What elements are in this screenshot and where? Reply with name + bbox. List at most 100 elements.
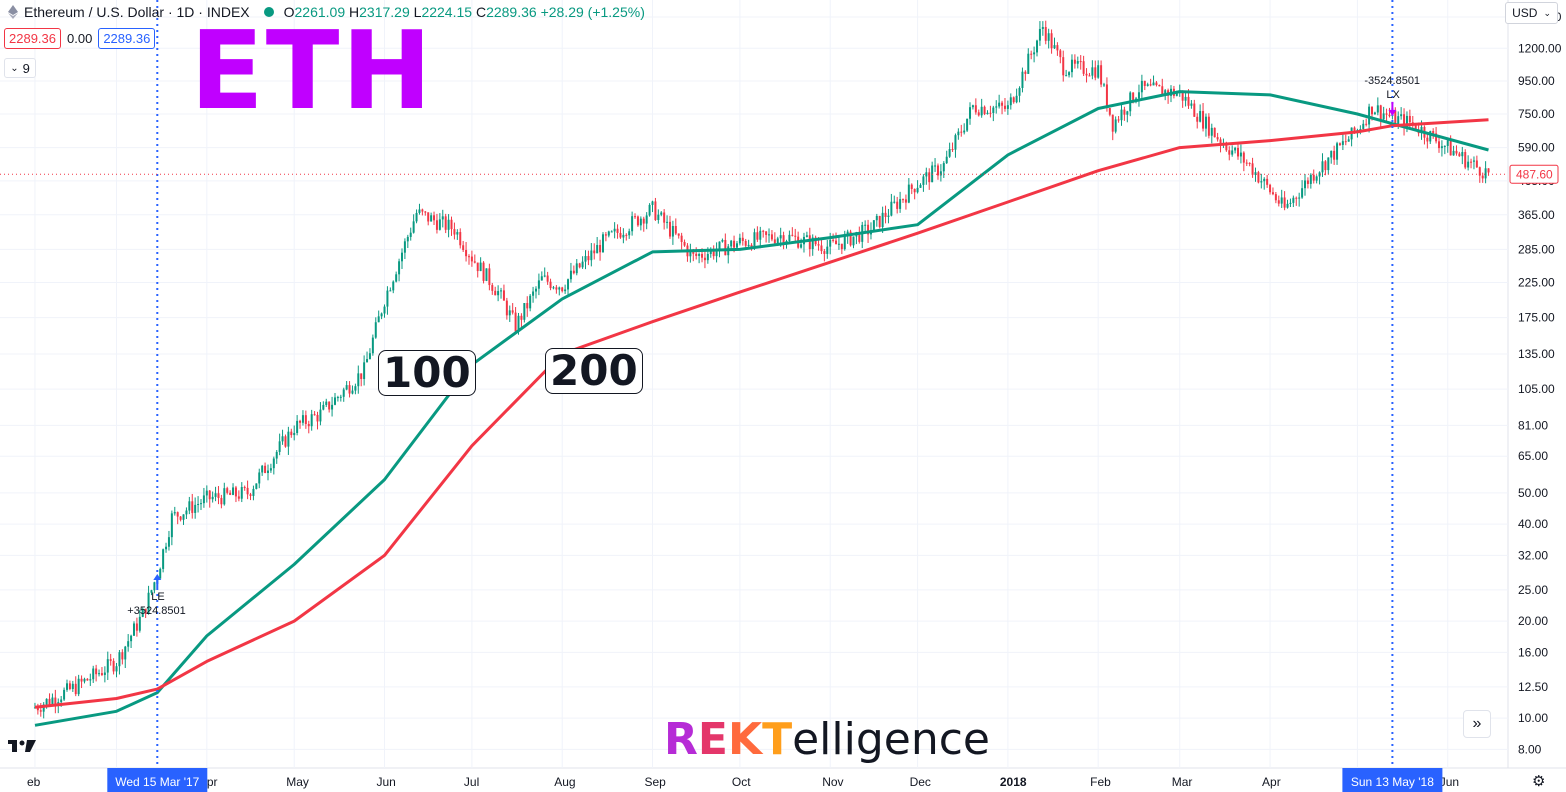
candle-body (357, 373, 360, 387)
buy-price-button[interactable]: 2289.36 (98, 28, 156, 49)
cursor-date-badge (1342, 768, 1443, 792)
candle-body (1181, 90, 1184, 101)
candle-body (1239, 152, 1242, 157)
candle-body (132, 623, 135, 636)
candle-body (1199, 111, 1202, 122)
candle-body (1091, 67, 1094, 76)
candle-body (1464, 152, 1467, 168)
candle-body (1470, 161, 1473, 163)
candle-body (115, 666, 118, 672)
candle-body (1103, 84, 1106, 86)
candle-body (433, 215, 436, 221)
y-tick-label: 135.00 (1518, 347, 1555, 361)
candle-body (1301, 188, 1304, 198)
symbol-title[interactable]: Ethereum / U.S. Dollar · 1D · INDEX (24, 4, 250, 20)
candle-body (109, 659, 112, 661)
candle-body (1458, 153, 1461, 157)
candle-body (316, 414, 319, 422)
candle-body (1204, 116, 1207, 129)
candle-body (138, 616, 141, 631)
y-tick-label: 16.00 (1518, 645, 1548, 659)
candle-body (1137, 92, 1140, 99)
x-tick-label: Jun (377, 775, 396, 789)
candle-body (86, 678, 89, 681)
candle-body (604, 234, 607, 236)
candle-body (639, 218, 642, 226)
candle-body (473, 261, 476, 263)
candle-body (523, 303, 526, 320)
candle-body (170, 513, 173, 538)
ma200-label: 200 (545, 348, 643, 394)
candle-body (1271, 192, 1274, 195)
candle-body (934, 165, 937, 167)
candle-body (290, 431, 293, 436)
sell-price-button[interactable]: 2289.36 (4, 28, 61, 49)
candle-body (1475, 160, 1478, 168)
candle-body (805, 235, 808, 237)
candle-body (712, 249, 715, 257)
x-tick-label: Dec (910, 775, 931, 789)
candle-body (773, 239, 776, 244)
candle-body (966, 118, 969, 131)
market-status-icon[interactable] (263, 7, 274, 17)
candle-body (459, 232, 462, 246)
candle-body (269, 468, 272, 471)
candle-body (435, 220, 438, 230)
candle-body (150, 590, 153, 593)
candle-body (1426, 137, 1429, 142)
y-tick-label: 750.00 (1518, 107, 1555, 121)
y-tick-label: 105.00 (1518, 382, 1555, 396)
currency-selector[interactable]: USD ⌄ (1505, 2, 1558, 24)
candle-body (1175, 93, 1178, 96)
long-exit-arrow-icon (1388, 101, 1397, 116)
candle-body (191, 501, 194, 513)
candle-body (753, 232, 756, 249)
candle-body (1440, 146, 1443, 149)
candle-body (916, 187, 919, 193)
candle-body (1105, 84, 1108, 108)
candle-body (98, 673, 101, 675)
candle-body (695, 253, 698, 256)
candle-body (645, 215, 648, 224)
candle-body (194, 504, 197, 513)
candle-body (1050, 33, 1053, 49)
indicators-toggle[interactable]: ⌄ 9 (4, 58, 36, 78)
candle-body (1202, 111, 1205, 129)
y-tick-label: 40.00 (1518, 517, 1548, 531)
tradingview-logo-icon[interactable] (8, 738, 40, 754)
candle-body (1097, 65, 1100, 78)
candle-body (942, 163, 945, 172)
y-tick-label: 175.00 (1518, 311, 1555, 325)
candle-body (121, 652, 124, 660)
candle-body (534, 288, 537, 292)
scroll-to-realtime-button[interactable]: » (1463, 710, 1491, 738)
candle-body (992, 107, 995, 113)
gear-icon[interactable]: ⚙ (1532, 773, 1546, 790)
candle-body (878, 215, 881, 228)
y-tick-label: 10.00 (1518, 711, 1548, 725)
candle-body (453, 229, 456, 235)
candle-body (1443, 145, 1446, 147)
candle-body (1306, 180, 1309, 184)
candle-body (768, 234, 771, 236)
candle-body (173, 512, 176, 514)
candle-body (1079, 61, 1082, 63)
candle-body (1044, 27, 1047, 41)
y-tick-label: 81.00 (1518, 418, 1548, 432)
candle-body (1446, 140, 1449, 146)
candle-body (913, 188, 916, 193)
candle-body (1295, 197, 1298, 199)
candle-body (730, 240, 733, 247)
candle-body (293, 432, 296, 436)
ma100-label: 100 (378, 350, 476, 396)
candle-body (1038, 28, 1041, 41)
candle-body (310, 414, 313, 427)
candle-body (51, 697, 54, 705)
candle-body (479, 262, 482, 272)
candle-body (543, 275, 546, 277)
candle-body (546, 275, 549, 282)
candle-body (1400, 114, 1403, 117)
candle-body (569, 270, 572, 280)
candle-body (1408, 115, 1411, 123)
